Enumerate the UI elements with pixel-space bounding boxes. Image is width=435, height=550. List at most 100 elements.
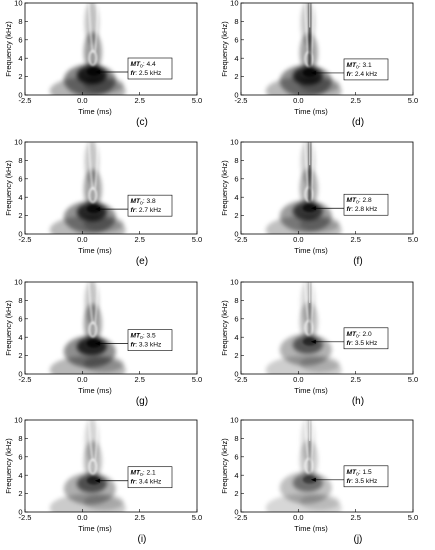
panel-caption: (j) bbox=[354, 534, 363, 545]
x-tick-label: 0.0 bbox=[77, 96, 87, 105]
y-axis-label: Frequency (kHz) bbox=[220, 160, 229, 216]
annotation-box bbox=[343, 193, 389, 216]
heatmap-surface bbox=[49, 142, 126, 234]
annotation: MTo: 2.8fr: 2.8 kHz bbox=[310, 193, 389, 216]
x-tick-label: 0.0 bbox=[77, 375, 87, 384]
arrow-head bbox=[94, 341, 100, 346]
y-axis-label: Frequency (kHz) bbox=[4, 438, 13, 494]
fr-line: fr: 3.3 kHz bbox=[131, 342, 162, 349]
y-tick-label: 8 bbox=[234, 296, 238, 305]
y-tick-label: 4 bbox=[18, 193, 22, 202]
y-tick-label: 10 bbox=[230, 138, 238, 147]
y-tick-label: 8 bbox=[234, 156, 238, 165]
x-tick-label: 5.0 bbox=[192, 375, 202, 384]
arrow-head bbox=[310, 70, 316, 75]
plot-frame bbox=[24, 419, 198, 513]
y-tick-label: 2 bbox=[234, 211, 238, 220]
x-tick-label: 5.0 bbox=[192, 513, 202, 522]
x-tick-label: 5.0 bbox=[408, 235, 418, 244]
x-tick-label: 5.0 bbox=[408, 375, 418, 384]
panel-caption: (f) bbox=[353, 256, 362, 267]
mt-line: MTo: 3.5 bbox=[131, 333, 156, 342]
y-tick-label: 8 bbox=[18, 17, 22, 26]
y-tick-label: 2 bbox=[18, 351, 22, 360]
panel-d: -2.5 0.0 2.5 5.0 0 2 4 6 8 10 Time (ms) Frequency (… bbox=[220, 0, 418, 128]
panel-caption: (i) bbox=[138, 534, 147, 545]
y-tick-label: 6 bbox=[234, 314, 238, 323]
x-tick-label: 2.5 bbox=[350, 375, 360, 384]
y-tick-label: 8 bbox=[234, 17, 238, 26]
fr-line: fr: 3.5 kHz bbox=[347, 478, 378, 485]
annotation: MTo: 3.1fr: 2.4 kHz bbox=[310, 58, 389, 81]
annotation: MTo: 2.1fr: 3.4 kHz bbox=[94, 466, 173, 489]
heatmap-surface bbox=[265, 142, 342, 234]
mt-line: MTo: 1.5 bbox=[347, 469, 372, 478]
y-tick-label: 4 bbox=[234, 333, 238, 342]
panel-caption: (h) bbox=[352, 396, 364, 407]
y-tick-label: 10 bbox=[14, 138, 22, 147]
panel-g: -2.5 0.0 2.5 5.0 0 2 4 6 8 10 Time (ms) Frequency (… bbox=[4, 278, 202, 407]
y-tick-label: 6 bbox=[234, 35, 238, 44]
arrow-head bbox=[310, 339, 316, 344]
annotation-box bbox=[127, 466, 173, 489]
plot-frame bbox=[24, 281, 198, 375]
y-tick-label: 2 bbox=[18, 211, 22, 220]
annotation-box bbox=[343, 465, 389, 488]
y-tick-label: 2 bbox=[234, 489, 238, 498]
heatmap-surface bbox=[49, 420, 126, 512]
y-tick-label: 10 bbox=[14, 278, 22, 287]
annotation: MTo: 3.5fr: 3.3 kHz bbox=[94, 329, 173, 351]
x-tick-label: 0.0 bbox=[77, 513, 87, 522]
mt-line: MTo: 3.8 bbox=[131, 198, 156, 207]
annotation-box bbox=[343, 327, 389, 350]
fr-line: fr: 2.5 kHz bbox=[131, 70, 162, 77]
annotation-box bbox=[127, 329, 173, 351]
y-axis-label: Frequency (kHz) bbox=[220, 438, 229, 494]
x-tick-label: -2.5 bbox=[235, 375, 248, 384]
mt-line: MTo: 2.1 bbox=[131, 470, 156, 479]
panel-i: -2.5 0.0 2.5 5.0 0 2 4 6 8 10 Time (ms) Frequency (… bbox=[4, 416, 202, 545]
mt-line: MTo: 3.1 bbox=[347, 62, 372, 71]
y-tick-label: 0 bbox=[18, 91, 22, 100]
panel-caption: (d) bbox=[352, 117, 364, 128]
y-tick-label: 8 bbox=[18, 296, 22, 305]
x-axis-label: Time (ms) bbox=[78, 386, 112, 395]
x-axis-label: Time (ms) bbox=[294, 246, 328, 255]
panel-e: -2.5 0.0 2.5 5.0 0 2 4 6 8 10 Time (ms) Frequency (… bbox=[4, 138, 202, 267]
panel-caption: (e) bbox=[136, 256, 148, 267]
x-tick-label: 5.0 bbox=[408, 513, 418, 522]
y-axis-label: Frequency (kHz) bbox=[220, 300, 229, 356]
heatmap-surface bbox=[49, 282, 126, 374]
arrow-head bbox=[94, 70, 100, 74]
y-tick-label: 2 bbox=[18, 489, 22, 498]
y-tick-label: 10 bbox=[230, 278, 238, 287]
y-tick-label: 8 bbox=[18, 156, 22, 165]
annotation: MTo: 1.5fr: 3.5 kHz bbox=[310, 465, 389, 488]
y-tick-label: 0 bbox=[234, 91, 238, 100]
y-tick-label: 4 bbox=[18, 471, 22, 480]
y-tick-label: 4 bbox=[234, 193, 238, 202]
x-axis-label: Time (ms) bbox=[294, 524, 328, 533]
mt-line: MTo: 2.8 bbox=[347, 197, 372, 206]
arrow-head bbox=[94, 207, 100, 212]
y-tick-label: 0 bbox=[234, 508, 238, 517]
y-tick-label: 6 bbox=[234, 174, 238, 183]
y-tick-label: 0 bbox=[234, 230, 238, 239]
y-tick-label: 2 bbox=[18, 72, 22, 81]
y-tick-label: 10 bbox=[14, 0, 22, 8]
mt-line: MTo: 2.0 bbox=[347, 331, 372, 340]
annotation-box bbox=[127, 57, 173, 80]
heatmap-surface bbox=[265, 282, 342, 374]
y-tick-label: 10 bbox=[230, 416, 238, 425]
x-tick-label: 2.5 bbox=[350, 513, 360, 522]
x-axis-label: Time (ms) bbox=[294, 386, 328, 395]
panel-f: -2.5 0.0 2.5 5.0 0 2 4 6 8 10 Time (ms) Frequency (… bbox=[220, 138, 418, 267]
fr-line: fr: 3.4 kHz bbox=[131, 479, 162, 486]
panel-c: -2.5 0.0 2.5 5.0 0 2 4 6 8 10 Time (ms) Frequency (… bbox=[4, 0, 202, 128]
y-tick-label: 6 bbox=[18, 174, 22, 183]
y-tick-label: 10 bbox=[14, 416, 22, 425]
y-tick-label: 4 bbox=[234, 54, 238, 63]
y-tick-label: 6 bbox=[234, 452, 238, 461]
panel-caption: (c) bbox=[136, 117, 148, 128]
